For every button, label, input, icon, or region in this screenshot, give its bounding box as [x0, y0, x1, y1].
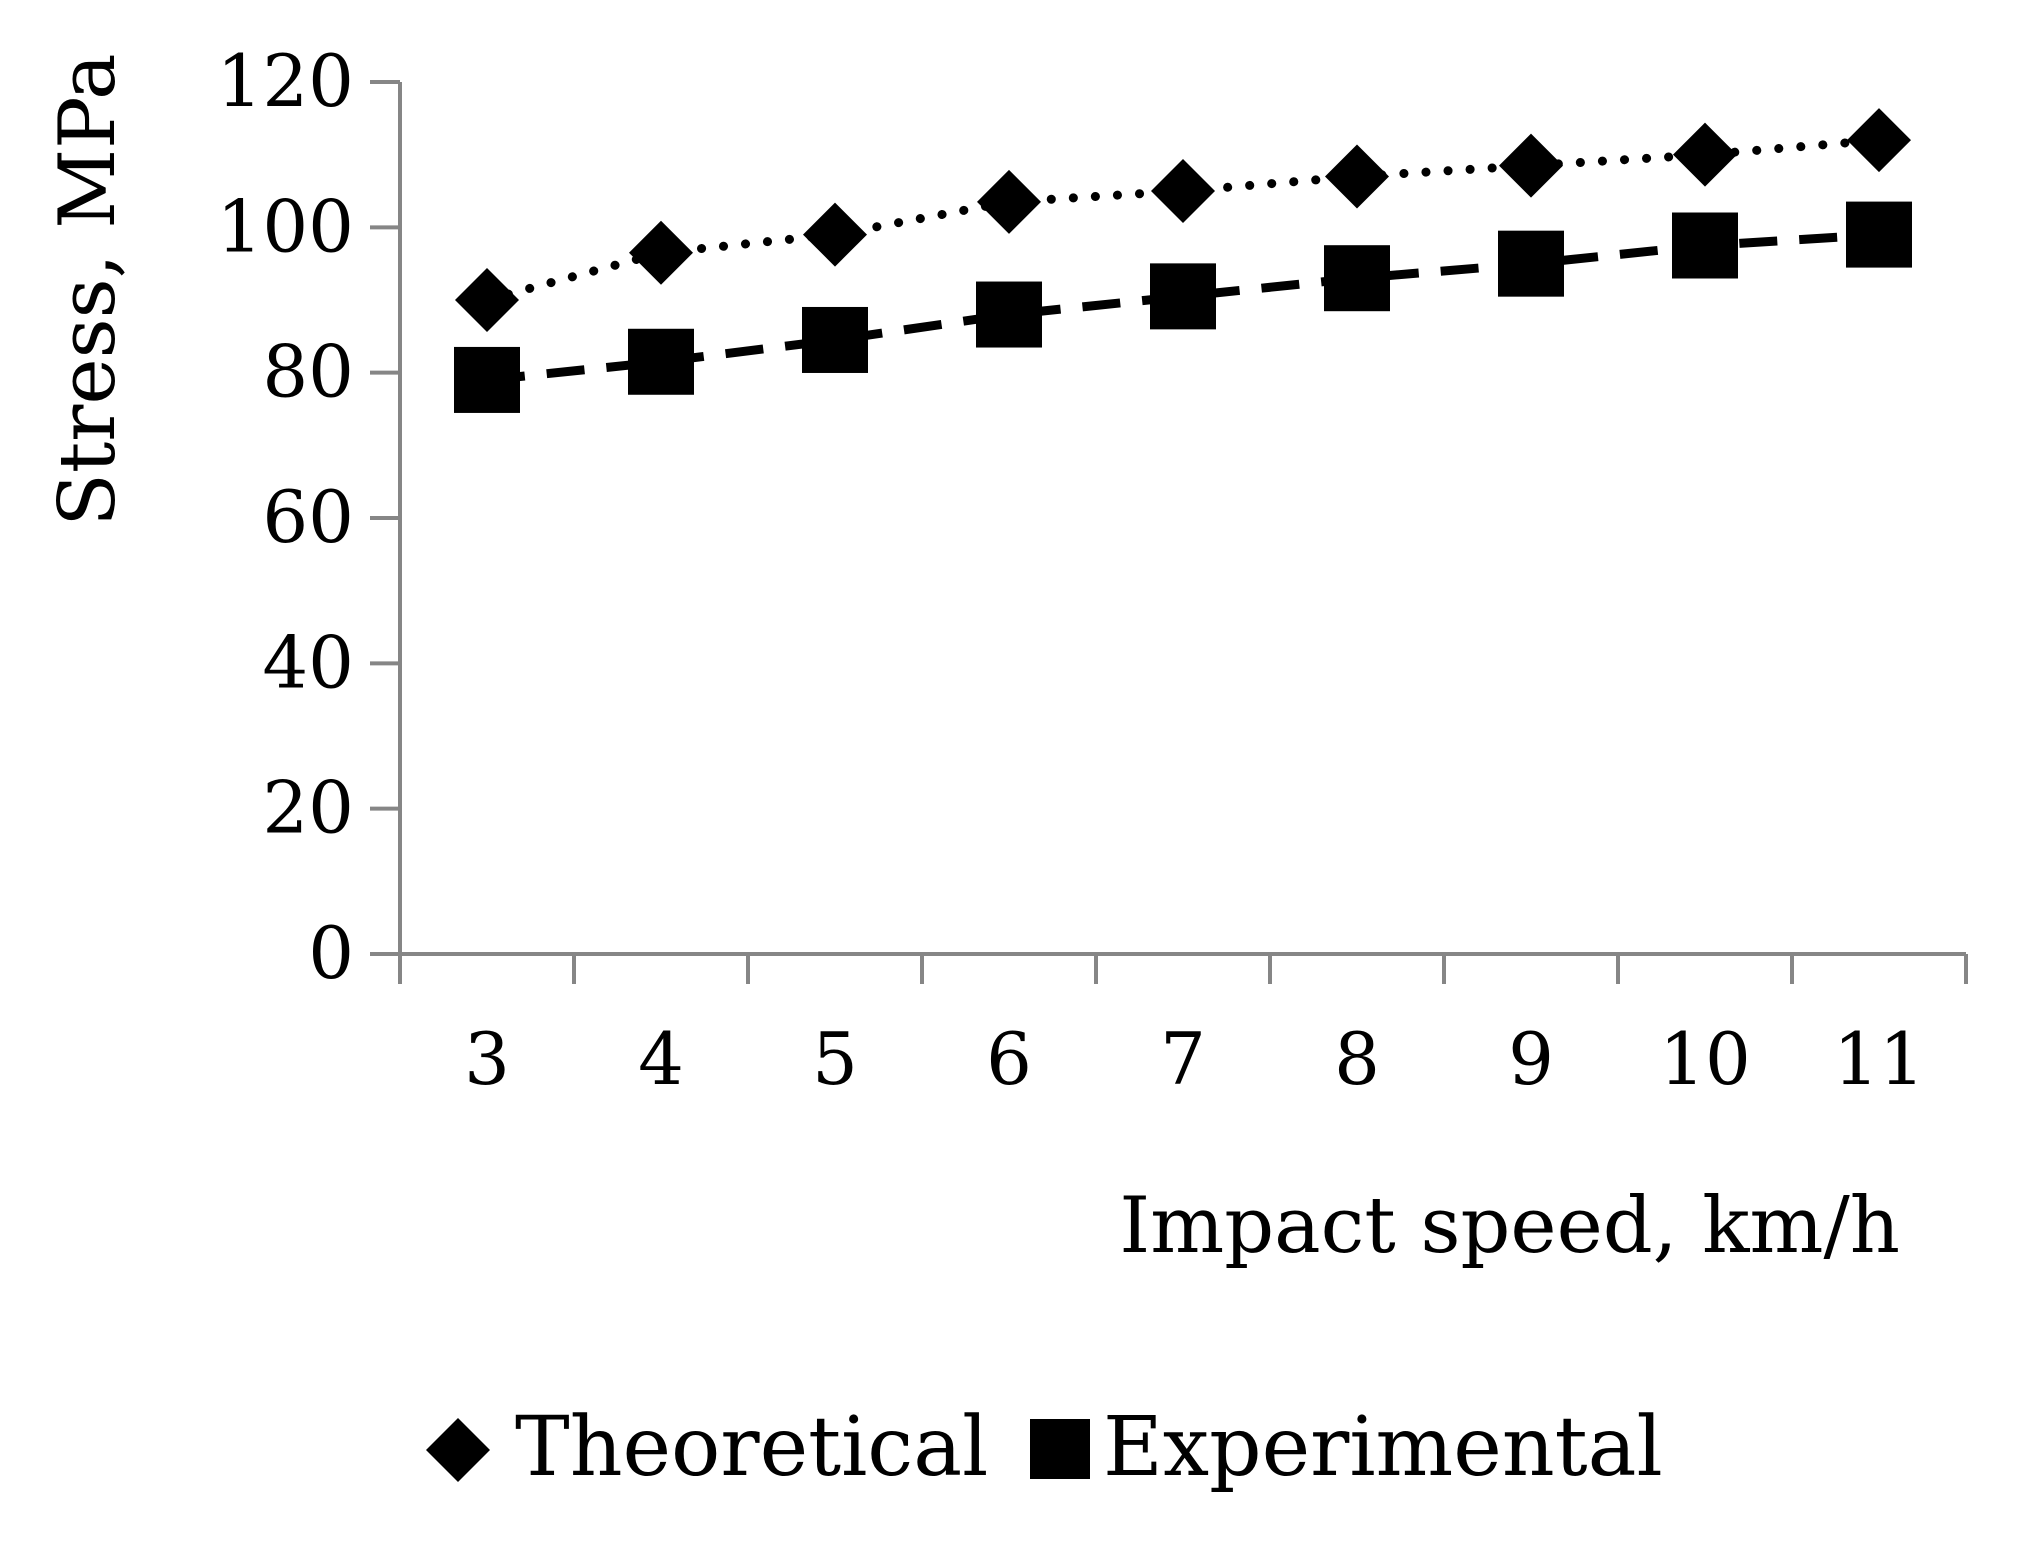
point-experimental [454, 346, 520, 413]
y-tick-label: 120 [217, 39, 354, 123]
x-tick-label: 3 [464, 1017, 510, 1101]
y-ticks: 0 20 40 60 80 100 120 [217, 39, 400, 995]
point-theoretical [629, 220, 693, 285]
series-line-experimental [486, 230, 1880, 385]
point-theoretical [1151, 159, 1215, 223]
x-tick-label: 6 [986, 1017, 1032, 1101]
legend-item-experimental: Experimental [1030, 1400, 1663, 1495]
point-experimental [976, 281, 1042, 348]
point-experimental [1498, 230, 1564, 297]
series-experimental [454, 201, 1912, 413]
x-tick-label: 4 [638, 1017, 684, 1101]
point-experimental [1324, 245, 1390, 312]
x-tick-label: 8 [1334, 1017, 1380, 1101]
series-layer [454, 108, 1912, 413]
x-tick-label: 9 [1508, 1017, 1554, 1101]
point-theoretical [977, 169, 1041, 234]
legend-diamond-marker [426, 1418, 490, 1482]
point-experimental [1672, 212, 1738, 279]
point-experimental [1846, 201, 1912, 268]
y-tick-label: 20 [262, 766, 354, 850]
point-theoretical [803, 202, 867, 267]
y-tick-label: 60 [262, 475, 354, 559]
point-theoretical [1673, 122, 1737, 187]
y-tick-label: 40 [262, 620, 354, 704]
x-tick-label: 5 [812, 1017, 858, 1101]
y-tick-label: 80 [262, 330, 354, 414]
y-axis-title: Stress, MPa [43, 53, 133, 526]
x-ticks: 3 4 5 6 7 8 9 10 11 [398, 954, 1968, 1101]
point-theoretical [1325, 144, 1389, 209]
point-theoretical [1499, 133, 1563, 198]
legend-square-marker [1030, 1419, 1090, 1479]
legend: Theoretical Experimental [426, 1400, 1663, 1495]
point-experimental [802, 306, 868, 373]
y-tick-label: 100 [217, 184, 354, 268]
x-tick-label: 10 [1659, 1017, 1751, 1101]
point-theoretical [455, 268, 519, 332]
series-theoretical [455, 108, 1911, 332]
axes: 0 20 40 60 80 100 120 3 4 5 6 7 8 9 10 11 [217, 39, 1968, 1101]
x-tick-label: 7 [1160, 1017, 1206, 1101]
point-theoretical [1847, 108, 1911, 173]
point-experimental [1150, 263, 1216, 330]
legend-item-theoretical: Theoretical [426, 1400, 988, 1495]
y-tick-label: 0 [308, 911, 354, 995]
point-experimental [628, 328, 694, 395]
x-axis-title: Impact speed, km/h [1119, 1181, 1900, 1271]
x-tick-label: 11 [1833, 1017, 1925, 1101]
legend-label-theoretical: Theoretical [515, 1400, 988, 1495]
legend-label-experimental: Experimental [1103, 1400, 1663, 1495]
